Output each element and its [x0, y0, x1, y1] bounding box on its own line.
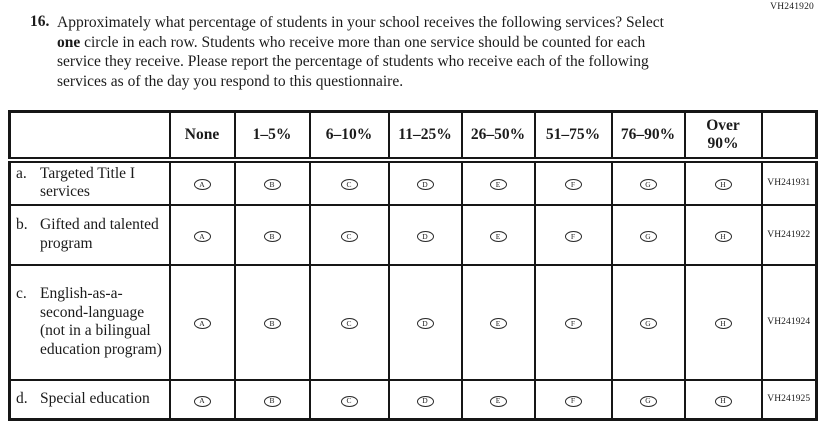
services-response-table: None 1–5% 6–10% 11–25% 26–50% 51–75% 76–…: [8, 110, 818, 421]
answer-bubble-g[interactable]: G: [639, 179, 657, 191]
answer-bubble-h[interactable]: H: [714, 395, 732, 407]
answer-bubble-b[interactable]: B: [263, 230, 281, 242]
column-header-6-10: 6–10%: [308, 110, 390, 163]
answer-bubble-g[interactable]: G: [639, 395, 657, 407]
column-header-51-75: 51–75%: [533, 110, 613, 163]
question-text-line: service they receive. Please report the …: [57, 53, 649, 70]
column-header-over-90: Over 90%: [683, 110, 763, 163]
answer-bubble-a[interactable]: A: [193, 230, 211, 242]
answer-bubble-f[interactable]: F: [564, 179, 582, 191]
row-label: English-as-a-second-language (not in a b…: [40, 285, 162, 358]
row-code: VH241922: [760, 203, 818, 266]
question-text-line: Approximately what percentage of student…: [57, 14, 664, 31]
answer-bubble-a[interactable]: A: [193, 318, 211, 330]
question-number: 16.: [30, 13, 50, 30]
answer-bubble-b[interactable]: B: [263, 395, 281, 407]
row-marker: c.: [16, 285, 27, 302]
column-header-none: None: [168, 110, 236, 163]
row-label-cell: d. Special education: [8, 378, 171, 421]
answer-bubble-d[interactable]: D: [416, 230, 434, 242]
answer-bubble-h[interactable]: H: [714, 230, 732, 242]
column-header-26-50: 26–50%: [460, 110, 536, 163]
table-row-d: d. Special education A B C D E F G H VH2…: [8, 378, 818, 421]
column-header-1-5: 1–5%: [233, 110, 311, 163]
row-code: VH241925: [760, 378, 818, 421]
question-text: Approximately what percentage of student…: [57, 13, 802, 91]
answer-bubble-e[interactable]: E: [489, 230, 507, 242]
row-code: VH241931: [760, 158, 818, 206]
answer-bubble-d[interactable]: D: [416, 179, 434, 191]
question-16: 16. Approximately what percentage of stu…: [30, 13, 802, 91]
answer-bubble-c[interactable]: C: [340, 395, 358, 407]
question-text-line: one circle in each row. Students who rec…: [57, 33, 646, 51]
column-header-11-25: 11–25%: [387, 110, 463, 163]
code-column-spacer: [760, 110, 818, 163]
column-header-76-90: 76–90%: [610, 110, 686, 163]
answer-bubble-e[interactable]: E: [489, 395, 507, 407]
answer-bubble-a[interactable]: A: [193, 395, 211, 407]
row-label: Targeted Title I services: [40, 164, 136, 201]
answer-bubble-f[interactable]: F: [564, 318, 582, 330]
row-label-cell: b. Gifted and talented program: [8, 203, 171, 266]
answer-bubble-c[interactable]: C: [340, 179, 358, 191]
answer-bubble-d[interactable]: D: [416, 395, 434, 407]
answer-bubble-f[interactable]: F: [564, 230, 582, 242]
answer-bubble-a[interactable]: A: [193, 179, 211, 191]
answer-bubble-b[interactable]: B: [263, 318, 281, 330]
answer-bubble-c[interactable]: C: [340, 318, 358, 330]
row-marker: d.: [16, 390, 28, 407]
row-label-cell: c. English-as-a-second-language (not in …: [8, 263, 171, 381]
table-row-a: a. Targeted Title I services A B C D E F…: [8, 158, 818, 206]
row-label: Gifted and talented program: [40, 216, 159, 252]
answer-bubble-c[interactable]: C: [340, 230, 358, 242]
row-code: VH241924: [760, 263, 818, 381]
row-label-cell: a. Targeted Title I services: [8, 158, 171, 206]
row-label: Special education: [40, 390, 150, 407]
answer-bubble-g[interactable]: G: [639, 230, 657, 242]
answer-bubble-f[interactable]: F: [564, 395, 582, 407]
row-label-header-spacer: [8, 110, 171, 163]
answer-bubble-e[interactable]: E: [489, 179, 507, 191]
table-row-c: c. English-as-a-second-language (not in …: [8, 263, 818, 381]
answer-bubble-b[interactable]: B: [263, 179, 281, 191]
row-marker: b.: [16, 216, 28, 233]
answer-bubble-h[interactable]: H: [714, 179, 732, 191]
table-row-b: b. Gifted and talented program A B C D E…: [8, 203, 818, 266]
row-marker: a.: [16, 164, 27, 182]
answer-bubble-d[interactable]: D: [416, 318, 434, 330]
answer-bubble-h[interactable]: H: [714, 318, 732, 330]
question-id-code: VH241920: [770, 2, 814, 12]
question-text-line: services as of the day you respond to th…: [57, 72, 404, 90]
answer-bubble-e[interactable]: E: [489, 318, 507, 330]
answer-bubble-g[interactable]: G: [639, 318, 657, 330]
